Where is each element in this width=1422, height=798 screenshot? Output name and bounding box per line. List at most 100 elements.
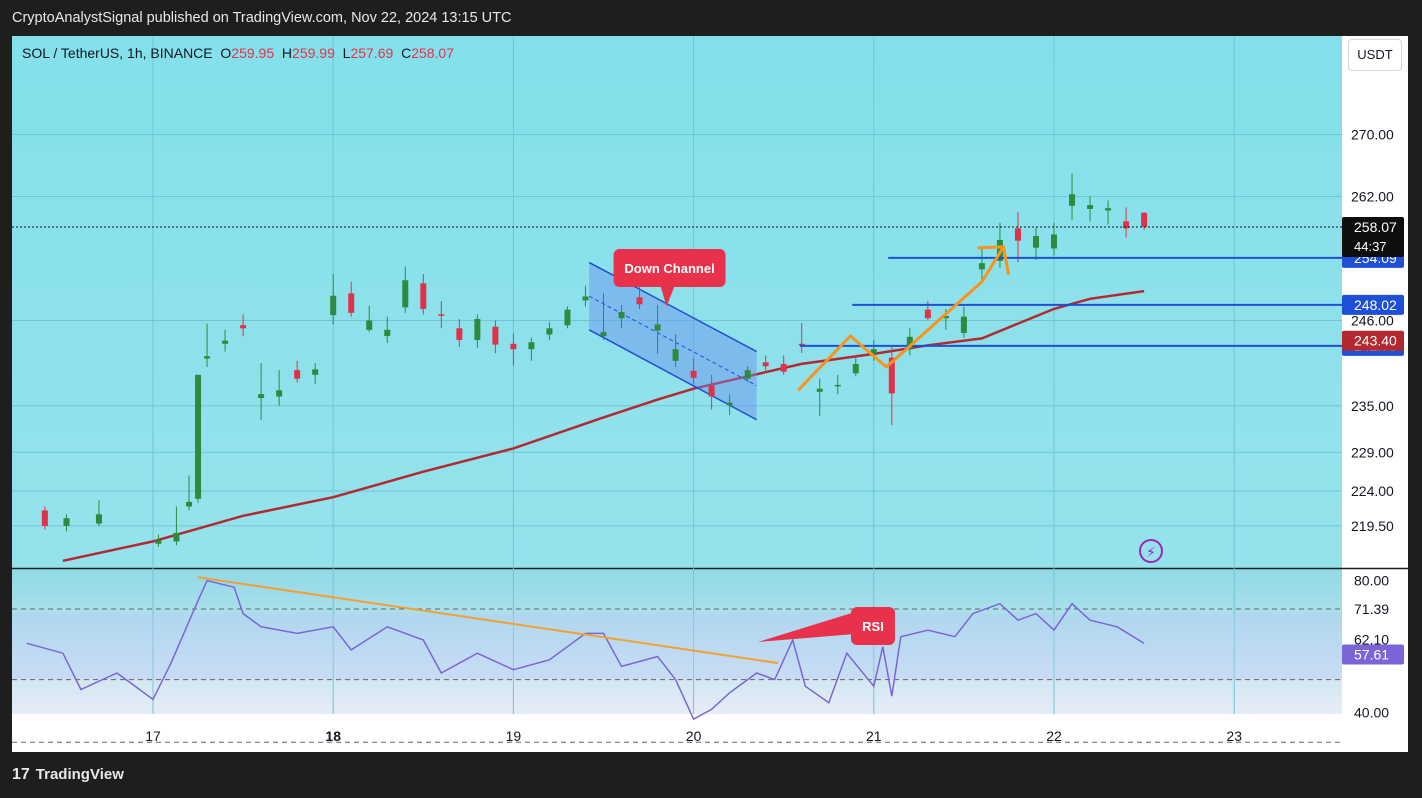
candle-body	[348, 293, 355, 313]
candle-body	[312, 369, 319, 375]
currency-button[interactable]: USDT	[1348, 39, 1402, 71]
x-tick-label: 17	[145, 728, 161, 744]
candle-body	[155, 540, 162, 544]
time-axis	[12, 714, 1408, 752]
ma-value: 243.40	[1354, 333, 1397, 349]
symbol-name[interactable]: SOL / TetherUS, 1h, BINANCE	[22, 45, 213, 61]
y-tick-label: 235.00	[1351, 398, 1394, 414]
rsi-series	[12, 576, 1342, 743]
candle-body	[618, 312, 625, 319]
candle-body	[600, 332, 607, 337]
high-label: H	[281, 45, 293, 61]
candle-body	[654, 324, 661, 331]
candle-body	[474, 318, 481, 340]
open-label: O	[220, 45, 232, 61]
candle-body	[1069, 194, 1076, 206]
candle-body	[870, 349, 877, 354]
candle-body	[708, 385, 715, 397]
candle-body	[276, 390, 283, 397]
candle-body	[1141, 212, 1148, 227]
tradingview-footer[interactable]: 17 TradingView	[12, 766, 124, 784]
x-tick-label: 21	[866, 728, 882, 744]
price-axis	[1342, 36, 1408, 714]
candle-body	[294, 370, 301, 379]
candle-body	[636, 297, 643, 305]
candle-body	[816, 388, 823, 392]
candle-body	[173, 532, 180, 542]
alert-icon	[1139, 539, 1163, 563]
current-price-badge	[1342, 217, 1404, 257]
y-tick-label: 262.00	[1351, 189, 1394, 205]
candle-body	[780, 363, 787, 372]
rsi-trendline	[197, 576, 779, 665]
publisher-text: CryptoAnalystSignal published on Trading…	[12, 10, 512, 26]
candle-body	[63, 518, 70, 526]
low-value: 257.69	[350, 45, 394, 61]
symbol-legend: SOL / TetherUS, 1h, BINANCE O259.95 H259…	[22, 45, 454, 61]
candle-body	[672, 349, 679, 361]
candle-body	[1105, 208, 1112, 211]
x-tick-label: 19	[506, 728, 522, 744]
rsi-callout-pointer	[758, 612, 855, 642]
rsi-line	[26, 579, 1145, 721]
candle-body	[186, 501, 193, 507]
candle-body	[240, 325, 247, 329]
countdown-value: 44:37	[1354, 239, 1387, 254]
candle-body	[195, 374, 202, 499]
down-channel-callout	[613, 249, 726, 287]
rsi-callout	[851, 607, 895, 645]
projection-path	[797, 246, 1005, 392]
candle-body	[330, 295, 337, 316]
tradingview-logo-icon: 17	[12, 766, 30, 783]
candle-body	[420, 283, 427, 309]
y-tick-label: 219.50	[1351, 518, 1394, 534]
candle-body	[41, 510, 48, 526]
candle-body	[888, 357, 895, 394]
candle-body	[744, 370, 751, 379]
rsi-value-badge	[1342, 644, 1404, 665]
channel-mid-line	[588, 295, 757, 387]
brand-name: TradingView	[35, 766, 124, 783]
level-value-support-248: 248.02	[1354, 297, 1397, 313]
candle-body	[95, 514, 102, 524]
candle-body	[510, 343, 517, 350]
candle-body	[546, 328, 553, 335]
x-tick-label: 18	[325, 728, 341, 744]
candle-body	[1051, 234, 1057, 249]
close-label: C	[401, 45, 412, 61]
candle-body	[582, 296, 589, 301]
projection-arrowhead	[977, 245, 1011, 276]
grid	[12, 36, 1342, 714]
low-label: L	[342, 45, 351, 61]
lightning-icon: ⚡	[1146, 545, 1156, 561]
down-channel-fill	[589, 262, 757, 420]
close-value: 258.07	[411, 45, 455, 61]
open-value: 259.95	[231, 45, 275, 61]
axis-labels: 17 18 19 20 21 22 23 270.00 262.00 235.00 229.00 22…	[145, 127, 1404, 744]
candle-body	[834, 384, 841, 387]
candle-body	[402, 280, 409, 308]
candle-body	[942, 315, 949, 319]
y-tick-label: 246.00	[1351, 313, 1394, 329]
annotations: Down Channel ⚡ RSI	[613, 245, 1163, 645]
candle-body	[1123, 221, 1130, 229]
rsi-label: RSI	[862, 619, 884, 634]
rsi-tick-label: 80.00	[1354, 573, 1389, 589]
ma-badge	[1342, 330, 1404, 351]
candle-body	[852, 363, 859, 374]
candle-body	[690, 370, 697, 378]
y-tick-label: 229.00	[1351, 444, 1394, 460]
candle-body	[798, 343, 805, 346]
candle-body	[528, 342, 535, 350]
candle-body	[564, 309, 571, 326]
main-series	[12, 173, 1342, 563]
candle-body	[438, 314, 445, 316]
rsi-tick-label: 71.39	[1354, 601, 1389, 617]
candle-body	[222, 340, 229, 344]
candle-body	[258, 394, 265, 399]
publish-header: CryptoAnalystSignal published on Trading…	[0, 0, 1422, 36]
high-value: 259.99	[292, 45, 335, 61]
candle-body	[906, 336, 913, 350]
candle-body	[762, 362, 769, 367]
